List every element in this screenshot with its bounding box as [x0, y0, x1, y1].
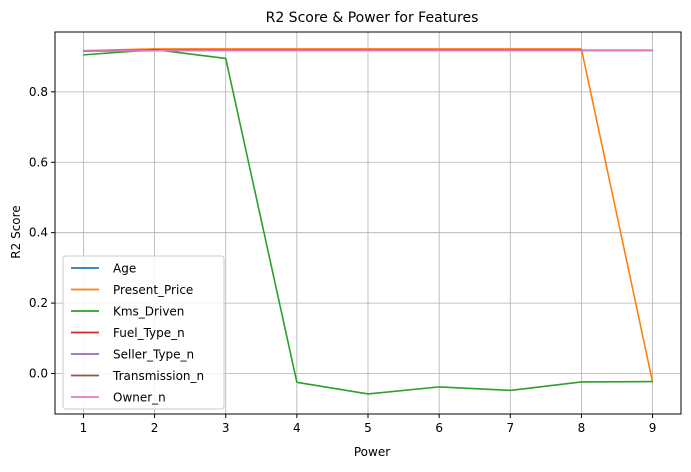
- x-tick-label: 7: [506, 421, 514, 435]
- y-tick-label: 0.0: [29, 367, 48, 381]
- y-axis-label: R2 Score: [9, 205, 23, 258]
- legend-label: Fuel_Type_n: [113, 326, 185, 340]
- legend-label: Kms_Driven: [113, 305, 184, 319]
- legend-label: Owner_n: [113, 391, 166, 405]
- x-tick-label: 5: [364, 421, 372, 435]
- x-tick-label: 2: [151, 421, 159, 435]
- x-tick-label: 4: [293, 421, 301, 435]
- legend-label: Present_Price: [113, 283, 193, 297]
- legend-label: Seller_Type_n: [113, 348, 194, 362]
- x-axis-label: Power: [354, 445, 390, 459]
- y-tick-label: 0.6: [29, 155, 48, 169]
- legend: Age Present_Price Kms_Driven Fuel_Type_n Sel…: [63, 256, 224, 409]
- y-tick-label: 0.2: [29, 296, 48, 310]
- y-tick-label: 0.8: [29, 85, 48, 99]
- legend-label: Age: [113, 262, 136, 276]
- x-tick-label: 3: [222, 421, 230, 435]
- x-tick-label: 6: [435, 421, 443, 435]
- x-tick-label: 9: [649, 421, 657, 435]
- y-tick-label: 0.4: [29, 226, 48, 240]
- chart-title: R2 Score & Power for Features: [266, 10, 479, 26]
- x-tick-label: 8: [578, 421, 586, 435]
- x-tick-label: 1: [80, 421, 88, 435]
- legend-label: Transmission_n: [112, 369, 204, 383]
